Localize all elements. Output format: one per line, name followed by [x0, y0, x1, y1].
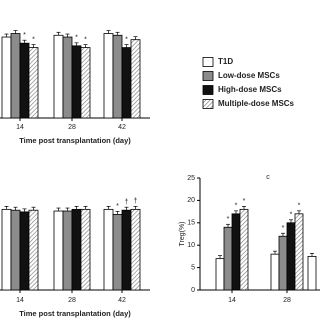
- significance-mark: *: [116, 203, 119, 210]
- significance-mark: *: [125, 36, 128, 43]
- legend-swatch: [202, 71, 214, 81]
- legend-swatch: [202, 85, 214, 95]
- bar: [28, 47, 39, 119]
- bar: [10, 33, 21, 119]
- bar: [19, 42, 30, 119]
- significance-mark: *: [243, 198, 246, 205]
- significance-mark: †: [134, 198, 138, 205]
- bar: [121, 209, 132, 291]
- y-tick-label: 20: [187, 197, 195, 204]
- panel-label: c: [266, 174, 270, 181]
- x-tick-label: 42: [118, 124, 126, 131]
- bar: [10, 209, 21, 291]
- significance-mark: *: [32, 36, 35, 43]
- x-axis-label: Time post transplantation (day): [19, 309, 131, 318]
- bar: [307, 255, 317, 291]
- legend-label: Low-dose MSCs: [218, 71, 280, 80]
- significance-mark: *: [227, 216, 230, 223]
- significance-mark: †: [125, 199, 129, 206]
- significance-mark: *: [235, 203, 238, 210]
- bar: [53, 34, 64, 119]
- x-tick-label: 14: [16, 124, 24, 131]
- bar: [231, 213, 241, 291]
- x-tick-label: 42: [118, 297, 126, 304]
- bar: [1, 208, 12, 291]
- significance-mark: *: [282, 225, 285, 232]
- y-tick-label: 5: [191, 264, 195, 271]
- x-axis-label: Time post transplantation (day): [19, 136, 131, 145]
- significance-mark: *: [23, 32, 26, 39]
- legend-swatch: [202, 99, 214, 109]
- bar: [103, 208, 114, 291]
- bar: [62, 36, 73, 119]
- bar: [130, 208, 141, 291]
- y-tick-label: 10: [187, 242, 195, 249]
- x-tick-label: 28: [283, 297, 291, 304]
- x-tick-label: 28: [68, 297, 76, 304]
- bar: [53, 210, 64, 291]
- bar: [80, 47, 91, 119]
- x-tick-label: 28: [68, 124, 76, 131]
- significance-mark: *: [84, 36, 87, 43]
- bar: [294, 213, 304, 291]
- legend-label: T1D: [218, 57, 233, 66]
- y-tick-label: 15: [187, 220, 195, 227]
- bar: [223, 226, 233, 291]
- bar: [286, 222, 296, 291]
- bar: [28, 209, 39, 291]
- legend-swatch: [202, 57, 214, 67]
- bar: [121, 47, 132, 119]
- bar: [112, 213, 123, 291]
- significance-mark: *: [290, 212, 293, 219]
- bar: [278, 235, 288, 291]
- y-tick-label: 0: [191, 287, 195, 294]
- bar: [130, 39, 141, 119]
- x-tick-label: 14: [228, 297, 236, 304]
- bar: [80, 208, 91, 291]
- bar: [19, 211, 30, 291]
- bar: [215, 258, 225, 291]
- bar: [71, 208, 82, 291]
- bar: [239, 208, 249, 291]
- bar: [103, 33, 114, 119]
- x-tick-label: 14: [16, 297, 24, 304]
- y-axis-label: Treg(%): [179, 221, 186, 246]
- bar: [1, 36, 12, 119]
- y-tick-label: 25: [187, 175, 195, 182]
- legend-label: High-dose MSCs: [218, 85, 282, 94]
- significance-mark: *: [75, 35, 78, 42]
- significance-mark: *: [298, 203, 301, 210]
- bar: [62, 210, 73, 291]
- bar: [71, 45, 82, 119]
- legend-label: Multiple-dose MSCs: [218, 99, 295, 108]
- bar: [270, 253, 280, 291]
- bar: [112, 34, 123, 119]
